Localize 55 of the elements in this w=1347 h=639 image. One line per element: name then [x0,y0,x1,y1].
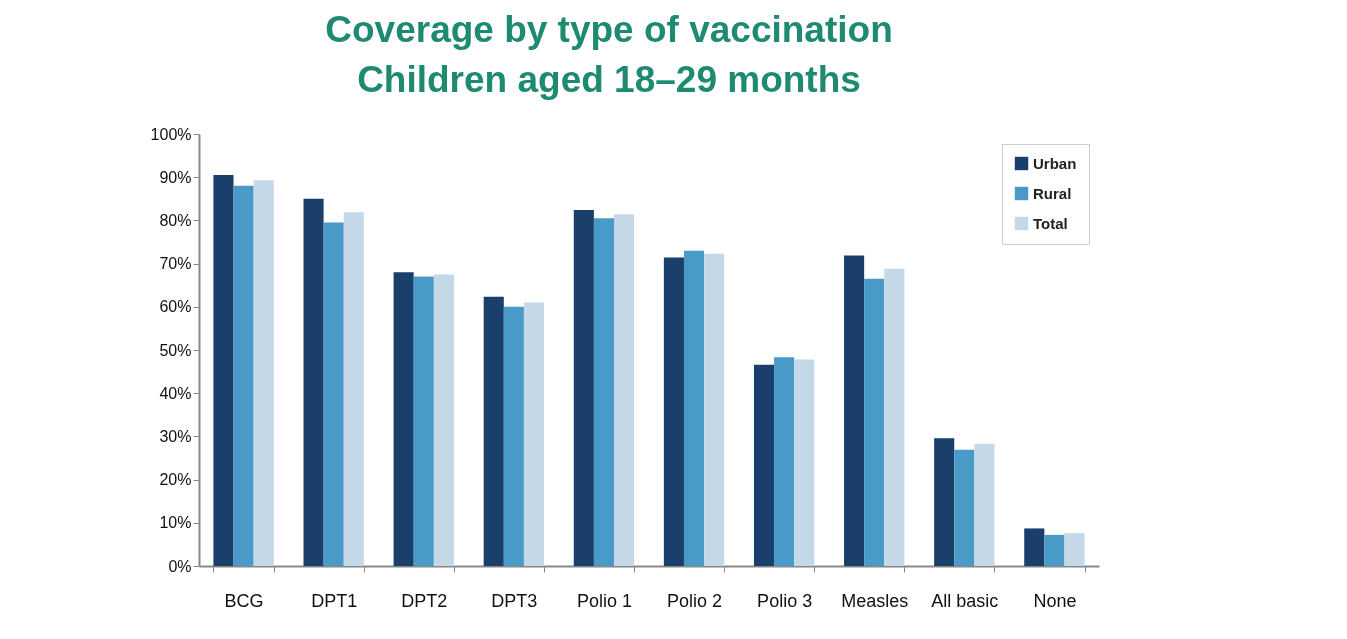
y-tick-label: 10% [159,514,192,532]
bar [213,175,234,566]
x-tick-label: Measles [841,590,909,611]
bar [704,253,725,566]
bar [1064,533,1085,566]
bar [303,198,324,566]
y-tick-label: 80% [159,211,192,229]
y-tick-label: 70% [159,255,192,273]
bar [593,218,615,566]
bar [864,278,885,566]
bar [663,257,684,566]
x-tick-label: Polio 1 [576,590,632,611]
x-tick-label: Polio 3 [757,590,813,611]
bar [1044,534,1065,566]
bar [393,272,414,566]
bar [233,185,254,566]
x-tick-label: DPT2 [401,590,448,611]
bar [523,302,545,566]
bar [794,359,815,566]
y-tick-label: 60% [159,298,192,316]
bar [343,212,364,566]
legend-label: Rural [1033,184,1072,202]
bar [483,296,504,566]
bar [884,268,905,566]
y-tick-label: 20% [159,471,192,489]
x-tick-label: All basic [931,590,999,611]
chart-title: Coverage by type of vaccination Children aged 18–29 months [325,9,893,100]
bar [573,210,594,566]
y-tick-label: 50% [159,341,192,359]
y-tick-label: 100% [150,125,192,143]
bar [683,250,705,566]
x-tick-label: DPT3 [491,590,538,611]
bar [954,449,975,566]
bar [614,214,635,566]
bar [753,364,775,566]
y-tick-label: 0% [168,557,192,575]
y-tick-label: 40% [159,384,192,402]
bar [253,180,274,566]
bar [433,274,454,566]
x-tick-label: Polio 2 [667,590,723,611]
legend-label: Total [1033,214,1068,232]
legend-label: Urban [1033,154,1077,172]
x-tick-label: BCG [224,590,264,611]
y-tick-label: 90% [159,168,192,186]
bar [934,438,955,566]
x-tick-label: None [1033,590,1077,611]
bar [844,255,865,566]
bar [974,443,995,566]
bar [1024,528,1045,566]
bar [774,357,795,566]
bar [503,306,524,566]
y-tick-label: 30% [159,427,192,445]
bar [323,222,344,566]
bar [413,276,434,566]
x-tick-label: DPT1 [311,590,358,611]
